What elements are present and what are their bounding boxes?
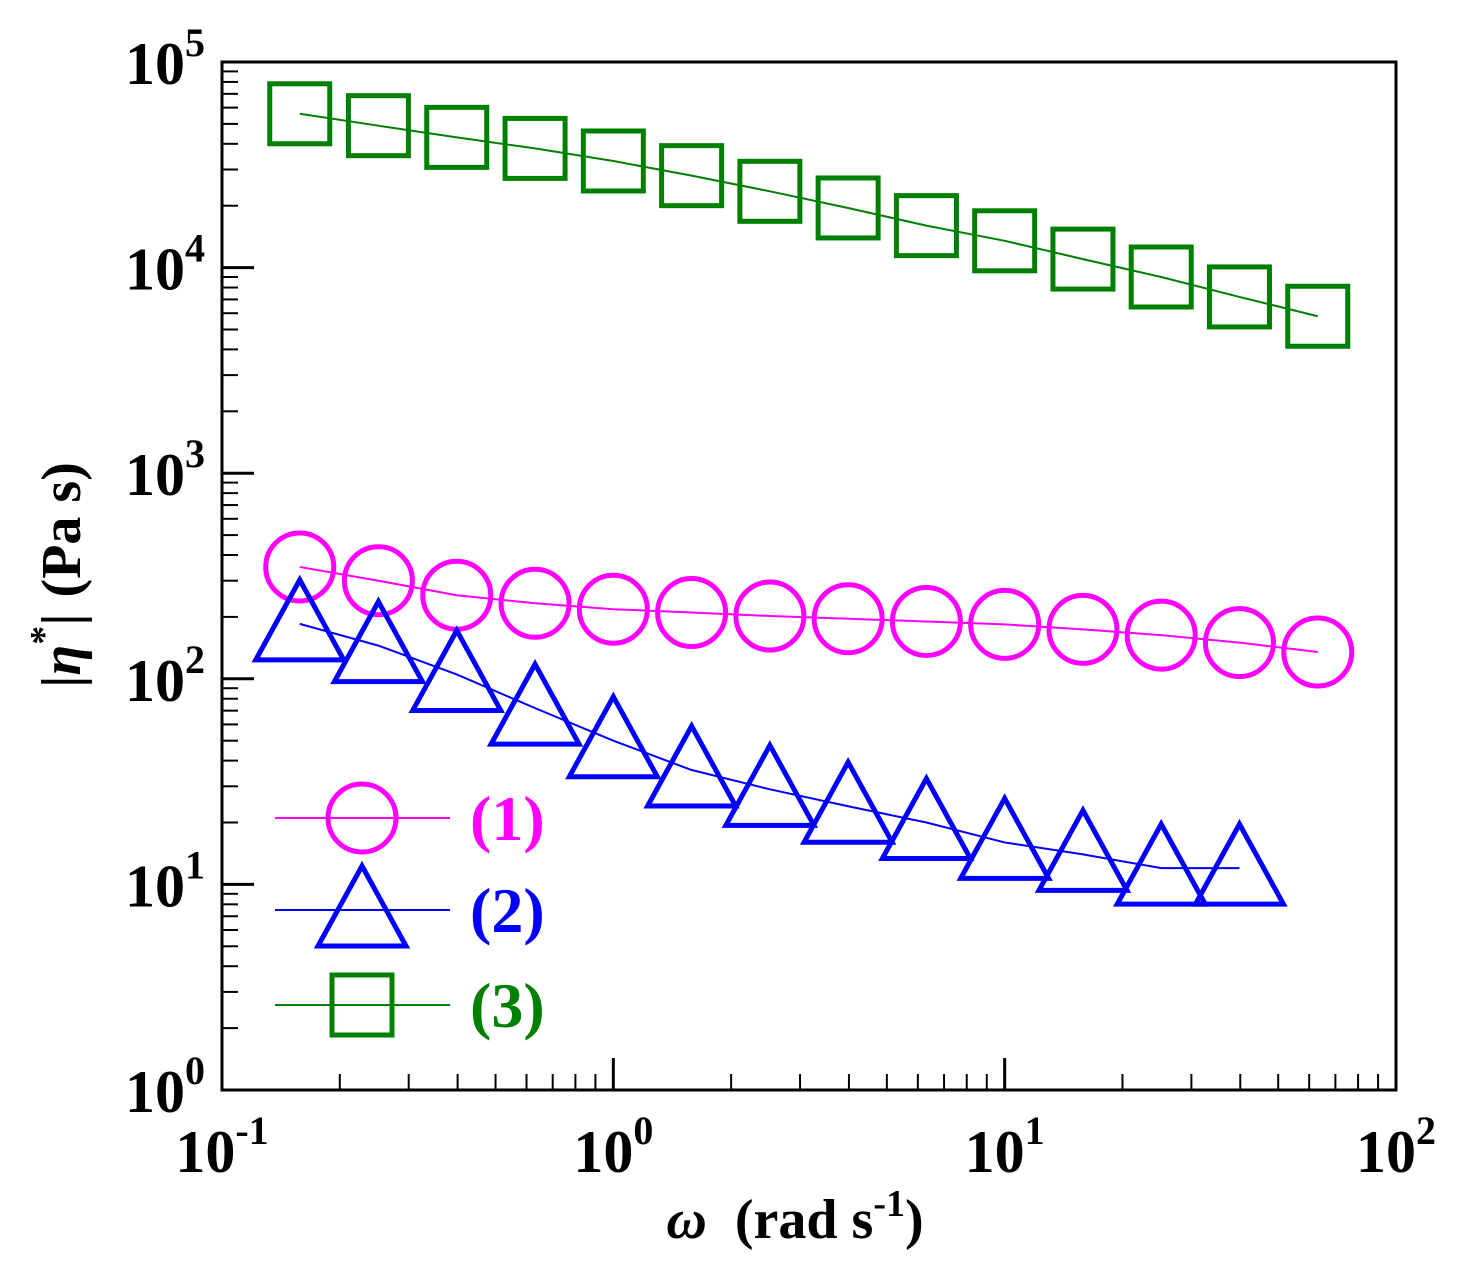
data-point-triangle: [643, 720, 740, 809]
plot-frame: [220, 60, 1398, 1092]
data-point-square: [659, 143, 725, 209]
legend-marker-square: [329, 972, 395, 1038]
data-point-square: [1128, 244, 1194, 310]
data-point-circle: [498, 566, 572, 640]
data-point-square: [737, 158, 803, 224]
data-point-triangle: [956, 793, 1053, 881]
legend-marker-circle: [325, 781, 399, 855]
data-point-triangle: [251, 574, 348, 663]
x-tick-label: 102: [1356, 1108, 1436, 1185]
legend-marker-triangle: [313, 860, 411, 949]
data-point-circle: [733, 579, 807, 653]
data-point-triangle: [878, 773, 975, 862]
series-line-2: [299, 622, 1240, 870]
minor-ticks: [222, 70, 1380, 1090]
data-point-circle: [1281, 615, 1355, 689]
data-point-triangle: [1112, 818, 1210, 907]
x-tick-label: 10-1: [175, 1108, 268, 1185]
y-tick-label: 101: [125, 842, 205, 919]
data-point-triangle: [1191, 818, 1288, 907]
y-tick-label: 104: [125, 226, 205, 303]
data-point-circle: [655, 576, 729, 650]
series-lines: [299, 112, 1318, 870]
y-axis-title: |η*|(Pa s): [23, 462, 93, 688]
data-point-square: [1050, 226, 1116, 292]
data-point-triangle: [565, 691, 662, 780]
data-point-square: [345, 93, 411, 159]
data-point-circle: [811, 582, 885, 656]
data-point-circle: [1124, 598, 1198, 672]
data-point-circle: [1202, 606, 1276, 680]
data-point-circle: [1046, 592, 1120, 666]
x-axis-title: ω (rad s-1): [666, 1183, 923, 1251]
legend: (1) (2) (3): [275, 781, 545, 1041]
data-point-triangle: [408, 625, 505, 713]
data-point-square: [893, 193, 959, 259]
data-point-triangle: [799, 757, 897, 845]
legend-label-1: (1): [470, 783, 545, 854]
data-point-circle: [576, 572, 650, 646]
data-point-square: [972, 208, 1038, 274]
x-tick-label: 100: [573, 1108, 653, 1185]
data-point-square: [1206, 264, 1272, 330]
data-point-square: [424, 104, 490, 170]
data-point-square: [267, 81, 333, 147]
legend-label-3: (3): [470, 970, 545, 1041]
series-line-3: [299, 112, 1318, 318]
data-point-circle: [968, 587, 1042, 661]
data-point-square: [502, 115, 568, 181]
data-point-triangle: [330, 596, 427, 685]
data-point-triangle: [721, 740, 819, 828]
y-tick-label: 102: [125, 637, 205, 714]
data-point-square: [580, 128, 646, 194]
data-point-triangle: [486, 658, 584, 747]
x-tick-label: 101: [965, 1108, 1045, 1185]
y-tick-label: 105: [125, 20, 205, 97]
data-point-circle: [263, 530, 337, 604]
legend-label-2: (2): [470, 875, 545, 946]
data-point-circle: [889, 584, 963, 658]
series-line-1: [299, 565, 1318, 653]
y-tick-label: 100: [125, 1048, 205, 1125]
data-point-circle: [341, 544, 415, 618]
data-point-square: [815, 175, 881, 241]
data-point-triangle: [1034, 805, 1132, 893]
data-point-square: [1285, 283, 1351, 349]
y-tick-label: 103: [125, 431, 205, 508]
series-markers: [251, 81, 1355, 907]
